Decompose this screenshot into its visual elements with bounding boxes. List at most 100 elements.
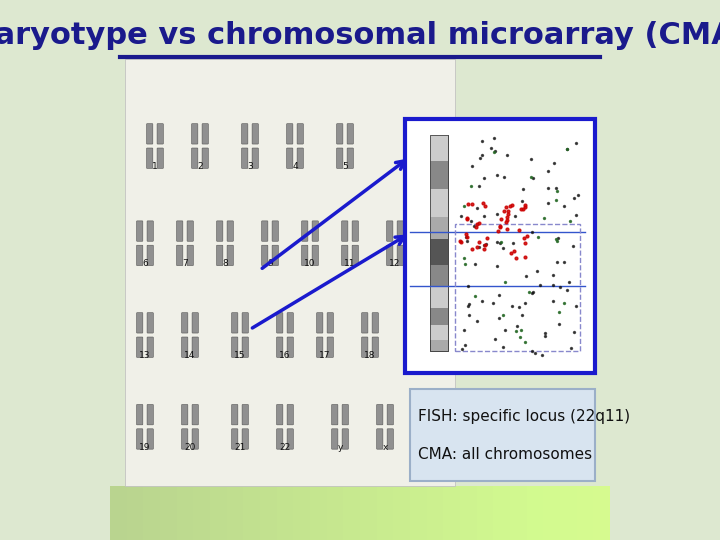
Point [456,345,468,354]
Bar [560,486,577,540]
Point [547,281,559,289]
FancyBboxPatch shape [227,245,233,266]
FancyBboxPatch shape [242,313,248,333]
FancyBboxPatch shape [312,221,318,241]
Point [571,139,582,147]
FancyBboxPatch shape [147,404,153,425]
Point [561,145,572,153]
Point [462,302,474,310]
Point [564,278,575,286]
Bar [360,486,377,540]
FancyBboxPatch shape [217,221,223,241]
FancyBboxPatch shape [147,429,153,449]
Point [519,203,531,212]
Point [489,335,500,343]
Bar [430,135,448,351]
FancyBboxPatch shape [372,313,379,333]
Text: 15: 15 [234,351,246,360]
Text: 19: 19 [139,443,150,452]
FancyBboxPatch shape [232,429,238,449]
FancyBboxPatch shape [187,221,194,241]
Point [547,271,559,279]
Bar [460,486,477,540]
FancyBboxPatch shape [317,337,323,357]
Point [501,151,513,160]
Point [471,203,482,212]
Bar [430,265,448,286]
FancyBboxPatch shape [342,404,348,425]
FancyBboxPatch shape [181,404,188,425]
Point [521,232,532,241]
FancyBboxPatch shape [397,221,403,241]
Point [536,350,548,359]
Text: 13: 13 [139,351,150,360]
Text: 11: 11 [344,259,356,268]
Point [459,254,470,262]
Point [494,239,505,247]
Point [492,227,504,235]
FancyBboxPatch shape [137,337,143,357]
Point [542,199,554,208]
Point [552,233,564,242]
FancyBboxPatch shape [252,124,258,144]
Point [473,219,485,227]
Point [518,233,530,242]
Point [562,286,573,294]
Point [466,181,477,190]
Text: 2: 2 [197,162,203,171]
Point [455,238,467,246]
FancyBboxPatch shape [341,245,348,266]
Bar [160,486,176,540]
Point [489,147,500,156]
FancyBboxPatch shape [276,337,283,357]
FancyBboxPatch shape [332,429,338,449]
FancyBboxPatch shape [397,245,403,266]
FancyBboxPatch shape [287,124,293,144]
Point [532,233,544,242]
Text: 14: 14 [184,351,196,360]
Point [473,243,485,252]
FancyBboxPatch shape [217,245,223,266]
Point [528,288,539,296]
Point [472,243,483,252]
Bar [430,308,448,325]
Point [567,242,579,251]
Bar [193,486,210,540]
Point [474,154,486,163]
FancyBboxPatch shape [361,337,368,357]
Point [488,134,500,143]
FancyBboxPatch shape [137,245,143,266]
Bar [430,161,448,189]
Point [479,244,490,253]
Point [460,233,472,241]
Point [526,347,538,355]
Text: 20: 20 [184,443,196,452]
Point [513,226,525,235]
FancyBboxPatch shape [192,313,198,333]
Text: 15q12: 15q12 [423,276,428,296]
Text: 22: 22 [279,443,291,452]
Point [513,303,525,312]
Point [505,248,517,257]
Point [461,214,472,222]
Point [481,234,492,242]
Point [492,209,503,218]
Bar [276,486,293,540]
Point [519,200,531,209]
Text: y: y [337,443,343,452]
FancyBboxPatch shape [181,313,188,333]
Point [539,332,551,341]
FancyBboxPatch shape [147,124,153,144]
Point [547,296,559,305]
FancyBboxPatch shape [242,429,248,449]
Point [509,212,521,220]
Point [498,311,509,320]
Bar [243,486,260,540]
Bar [176,486,193,540]
Point [508,246,520,255]
FancyBboxPatch shape [261,245,268,266]
Bar [430,135,448,161]
Point [517,185,528,193]
Point [495,215,507,224]
Point [541,167,553,176]
